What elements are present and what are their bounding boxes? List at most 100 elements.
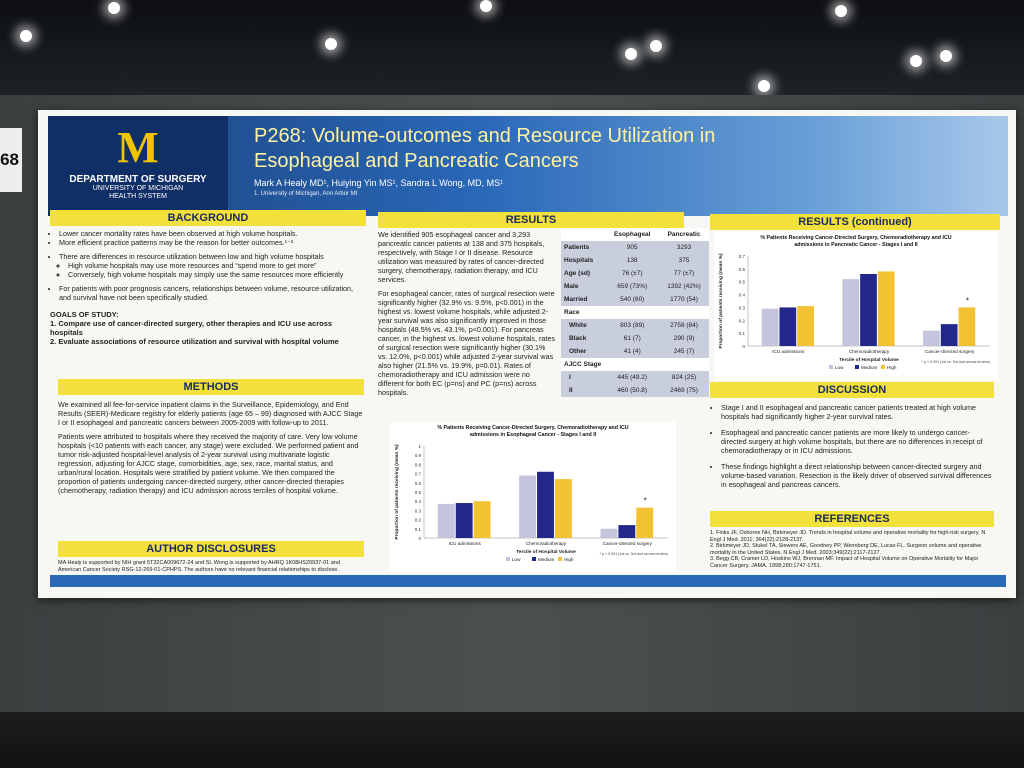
ceiling-light xyxy=(835,5,847,17)
row-label: Hospitals xyxy=(561,254,606,267)
bar-high xyxy=(958,307,976,346)
results-header: RESULTS xyxy=(378,212,684,228)
pancreatic-chart-svg: % Patients Receiving Cancer-Directed Sur… xyxy=(718,235,990,370)
table-row: Patients 905 3293 xyxy=(561,241,709,254)
legend-swatch xyxy=(506,557,510,561)
y-tick-label: 0 xyxy=(418,536,421,541)
goals-title: GOALS OF STUDY: xyxy=(50,310,119,319)
demographics-table: Esophageal Pancreatic Patients 905 3293 Hos… xyxy=(561,228,709,397)
cell-pancreatic: 824 (25) xyxy=(659,371,709,384)
y-tick-label: 0.8 xyxy=(415,462,422,467)
y-tick-label: 0.4 xyxy=(739,293,746,298)
poster-title: P268: Volume-outcomes and Resource Utili… xyxy=(254,125,716,172)
reference-item: 3. Begg CB, Cramer LD, Hoskins WJ, Brenn… xyxy=(710,556,979,569)
ceiling-light xyxy=(625,48,637,60)
legend-swatch xyxy=(855,365,859,369)
y-tick-label: 0.7 xyxy=(415,472,422,477)
y-tick-label: 0.6 xyxy=(739,267,746,272)
y-tick-label: 0 xyxy=(742,344,745,349)
ceiling-light xyxy=(940,50,952,62)
table-section-row: AJCC Stage xyxy=(561,358,709,371)
legend-label: Low xyxy=(835,365,844,370)
ceiling-light xyxy=(910,55,922,67)
discussion-list: Stage I and II esophageal and pancreatic… xyxy=(712,403,992,489)
y-tick-label: 0.2 xyxy=(415,518,422,523)
booth-tag: 68 xyxy=(0,128,22,192)
row-label: Married xyxy=(561,293,606,306)
legend-swatch xyxy=(532,557,536,561)
cell-pancreatic: 245 (7) xyxy=(659,345,709,358)
x-category-label: ICU admissions xyxy=(449,541,482,546)
bar-high xyxy=(877,271,895,346)
y-tick-label: 0.1 xyxy=(415,527,422,532)
background-list: For patients with poor prognosis cancers… xyxy=(50,284,366,302)
legend-label: Medium xyxy=(538,557,555,562)
y-tick-label: 0.9 xyxy=(415,453,422,458)
background-list: There are differences in resource utiliz… xyxy=(50,252,366,279)
ceiling-light xyxy=(20,30,32,42)
legend-label: High xyxy=(887,365,897,370)
row-label: Age (sd) xyxy=(561,267,606,280)
floor xyxy=(0,712,1024,768)
y-tick-label: 0.4 xyxy=(415,499,422,504)
ceiling-light xyxy=(650,40,662,52)
bar-high xyxy=(473,501,491,538)
results-continued-header: RESULTS (continued) xyxy=(710,214,1000,230)
ceiling-light xyxy=(758,80,770,92)
references-header: REFERENCES xyxy=(710,511,994,527)
reference-item: 2. Birkmeyer JD, Stukel TA, Siewers AE, … xyxy=(710,543,982,556)
results-text: We identified 905 esophageal cancer and … xyxy=(378,230,556,402)
table-row: White 803 (89) 2758 (84) xyxy=(561,319,709,332)
cell-esophageal: 659 (73%) xyxy=(605,280,660,293)
table-header-row: Esophageal Pancreatic xyxy=(561,228,709,241)
y-tick-label: 0.5 xyxy=(739,280,746,285)
logo-sub1: UNIVERSITY OF MICHIGAN xyxy=(92,185,184,192)
reference-item: 1. Finks JF, Osborne NH, Birkmeyer JD. T… xyxy=(710,530,986,543)
goal-item: 2. Evaluate associations of resource uti… xyxy=(50,337,339,346)
pancreatic-chart: % Patients Receiving Cancer-Directed Sur… xyxy=(714,232,998,380)
logo-dept: DEPARTMENT OF SURGERY xyxy=(69,174,207,185)
table-row: Hospitals 138 375 xyxy=(561,254,709,267)
background-bullet: For patients with poor prognosis cancers… xyxy=(59,284,366,302)
discussion-header: DISCUSSION xyxy=(710,382,994,398)
bar-medium xyxy=(940,324,958,346)
disclosures-text: MA Healy is supported by NIH grant 5T32C… xyxy=(58,560,340,573)
ceiling-light xyxy=(480,0,492,12)
chart-footnote: * p < 0.001 (1st vs. 3rd and across terc… xyxy=(600,552,668,556)
background-bullet-text: There are differences in resource utiliz… xyxy=(59,252,324,261)
background-list: Lower cancer mortality rates have been o… xyxy=(50,229,366,247)
methods-header: METHODS xyxy=(58,379,364,395)
legend-swatch xyxy=(558,557,562,561)
bar-low xyxy=(519,475,537,538)
significance-marker: * xyxy=(966,296,969,305)
chart-title: admissions in Pancreatic Cancer - Stages… xyxy=(794,242,918,248)
cell-pancreatic: 1392 (42%) xyxy=(659,280,709,293)
table-col-header: Esophageal xyxy=(605,228,660,241)
discussion-bullet: These findings highlight a direct relati… xyxy=(721,462,992,489)
x-axis-label: Tercile of Hospital Volume xyxy=(516,549,576,555)
row-label: Black xyxy=(561,332,606,345)
table-row: Other 41 (4) 245 (7) xyxy=(561,345,709,358)
bar-low xyxy=(842,279,860,346)
background-sublist: High volume hospitals may use more resou… xyxy=(59,261,366,279)
chart-title: % Patients Receiving Cancer-Directed Sur… xyxy=(760,235,951,241)
discussion-bullet: Stage I and II esophageal and pancreatic… xyxy=(721,403,992,421)
methods-text: We examined all fee-for-service inpatien… xyxy=(58,400,364,500)
background-subbullet: Conversely, high volume hospitals may si… xyxy=(68,270,366,279)
cell-esophageal: 540 (60) xyxy=(605,293,660,306)
background-subbullet: High volume hospitals may use more resou… xyxy=(68,261,366,270)
chart-title: admissions in Esophageal Cancer - Stages… xyxy=(470,432,597,438)
chart-footnote: * p < 0.001 (1st vs. 3rd and across terc… xyxy=(922,360,990,364)
bar-medium xyxy=(860,274,877,346)
cell-esophageal: 76 (±7) xyxy=(605,267,660,280)
goal-item: 1. Compare use of cancer-directed surger… xyxy=(50,319,333,337)
row-label: II xyxy=(561,384,606,397)
cell-esophageal: 460 (50.8) xyxy=(605,384,660,397)
legend-label: Medium xyxy=(861,365,878,370)
methods-paragraph: We examined all fee-for-service inpatien… xyxy=(58,400,363,427)
bar-medium xyxy=(455,503,473,538)
cell-pancreatic: 2758 (84) xyxy=(659,319,709,332)
bar-low xyxy=(437,503,455,538)
row-label: I xyxy=(561,371,606,384)
table-row: Age (sd) 76 (±7) 77 (±7) xyxy=(561,267,709,280)
